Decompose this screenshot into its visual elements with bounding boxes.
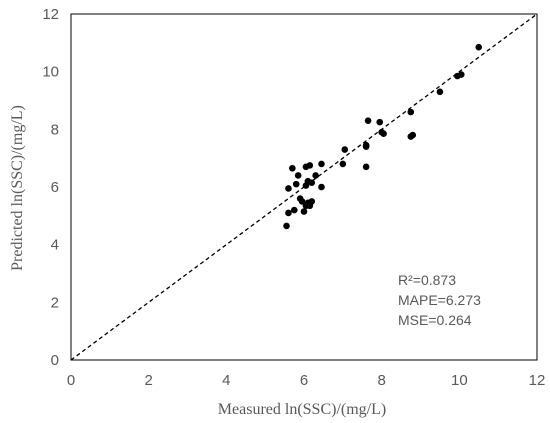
x-tick-label: 12: [529, 372, 546, 389]
data-point: [407, 108, 415, 116]
annotation-mape: MAPE=6.273: [398, 292, 481, 308]
y-tick-label: 8: [51, 121, 59, 138]
data-point: [409, 131, 417, 139]
data-point: [292, 180, 300, 188]
y-tick-label: 6: [51, 179, 59, 196]
tick-labels: 0 2 4 6 8 10 12 0 2 4 6 8 10 12: [42, 6, 545, 389]
x-tick-label: 4: [222, 372, 230, 389]
x-tick-label: 2: [144, 372, 152, 389]
plot-frame: [70, 13, 538, 361]
data-point: [318, 160, 325, 168]
data-point: [298, 198, 306, 205]
data-point: [364, 117, 372, 124]
data-point: [457, 71, 465, 78]
axes: [70, 13, 538, 361]
data-point: [436, 88, 444, 96]
data-point: [285, 185, 292, 192]
data-point: [285, 209, 292, 217]
data-point: [318, 183, 325, 191]
x-tick-label: 8: [377, 372, 385, 389]
y-axis-title: Predicted ln(SSC)/(mg/L): [9, 105, 26, 271]
data-points: [283, 43, 483, 230]
data-point: [475, 43, 483, 51]
data-point: [300, 208, 308, 215]
data-point: [294, 172, 302, 179]
data-point: [380, 130, 387, 137]
data-point: [283, 222, 290, 230]
data-point: [376, 118, 384, 126]
data-point: [306, 162, 314, 169]
y-tick-label: 10: [42, 64, 59, 81]
data-point: [290, 206, 298, 214]
x-axis-title: Measured ln(SSC)/(mg/L): [218, 401, 386, 418]
x-tick-label: 0: [67, 372, 75, 389]
annotation-r2: R²=0.873: [398, 272, 456, 288]
y-tick-label: 12: [42, 6, 59, 23]
x-tick-label: 10: [451, 372, 468, 389]
y-tick-label: 0: [51, 352, 59, 369]
data-point: [312, 172, 319, 179]
x-tick-label: 6: [300, 372, 308, 389]
data-point: [341, 146, 349, 153]
data-point: [362, 141, 370, 149]
y-tick-label: 4: [51, 237, 59, 254]
data-point: [308, 198, 316, 205]
data-point: [289, 164, 296, 172]
data-point: [308, 179, 316, 186]
y-tick-label: 2: [51, 294, 59, 311]
annotation-mse: MSE=0.264: [398, 312, 472, 328]
data-point: [362, 163, 370, 171]
data-point: [339, 160, 347, 168]
